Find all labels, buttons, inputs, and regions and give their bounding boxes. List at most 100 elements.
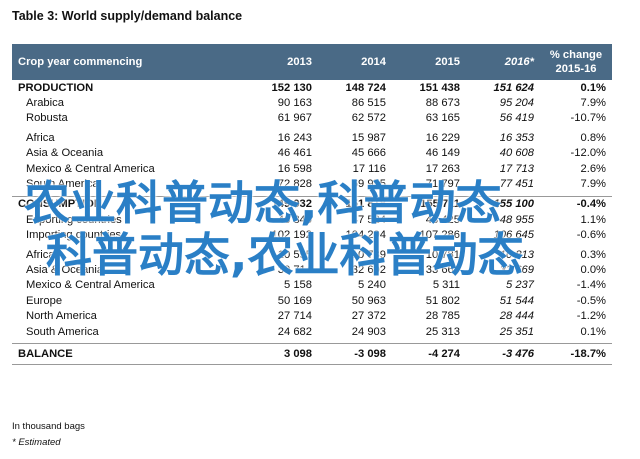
row-change: -18.7% — [540, 343, 612, 366]
row-value: 62 572 — [351, 112, 386, 125]
row-label: Exporting countries — [26, 213, 122, 226]
row-change: 0.8% — [580, 131, 607, 144]
table-title: Table 3: World supply/demand balance — [12, 9, 243, 23]
row-change: -0.6% — [576, 229, 606, 242]
header-year-2013: 2013 — [244, 44, 318, 80]
row-value: 148 724 — [345, 81, 386, 94]
footnote-estimated: * Estimated — [12, 437, 61, 448]
row-value: 46 149 — [425, 147, 460, 160]
row-value: 5 240 — [358, 279, 386, 292]
header-change-line1: % change — [549, 49, 603, 61]
row-value: 149 032 — [244, 195, 318, 213]
header-year-2014: 2014 — [318, 44, 392, 80]
row-value: 32 602 — [351, 263, 386, 276]
row-change: 0.1% — [580, 81, 607, 94]
row-value: 106 645 — [493, 229, 534, 242]
row-change: 0.1% — [580, 325, 607, 338]
row-value: 5 237 — [506, 279, 534, 292]
row-value: 10 813 — [499, 248, 534, 261]
row-value: 40 608 — [499, 147, 534, 160]
row-value: 61 967 — [277, 112, 312, 125]
table-row: South America 72 828 69 955 71 797 77 451 7.9… — [12, 176, 612, 191]
row-value: 25 313 — [425, 325, 460, 338]
footnote-unit: In thousand bags — [12, 421, 85, 432]
row-value: 104 294 — [345, 229, 386, 242]
row-label: Mexico & Central America — [26, 279, 155, 292]
row-value: 86 515 — [351, 97, 386, 110]
table-row: Exporting countries 46 840 47 524 48 425 48 … — [12, 212, 612, 227]
row-label: Importing countries — [26, 229, 122, 242]
row-value: 50 169 — [277, 294, 312, 307]
table-row: Asia & Oceania 46 461 45 666 46 149 40 608 -1… — [12, 146, 612, 161]
table-row: Mexico & Central America 5 158 5 240 5 311 5… — [12, 278, 612, 293]
table-row: South America 24 682 24 903 25 313 25 351 0.1… — [12, 324, 612, 339]
table-row: Africa 10 595 10 739 10 781 10 813 0.3% — [12, 247, 612, 262]
row-value: 151 624 — [493, 81, 534, 94]
row-value: 48 425 — [425, 213, 460, 226]
header-row: Crop year commencing 2013 2014 2015 2016… — [12, 44, 612, 80]
row-value: 56 419 — [499, 112, 534, 125]
row-value: 5 158 — [284, 279, 312, 292]
row-value: 51 802 — [425, 294, 460, 307]
row-change: 1.1% — [580, 213, 607, 226]
header-label: Crop year commencing — [12, 44, 244, 80]
row-change: -0.5% — [576, 294, 606, 307]
row-change: -10.7% — [570, 112, 606, 125]
row-value: 63 165 — [425, 112, 460, 125]
table-row: North America 27 714 27 372 28 785 28 444 -1.… — [12, 308, 612, 323]
row-change: -1.4% — [576, 279, 606, 292]
table-row: Asia & Oceania 30 714 32 602 33 669 33 669 0.… — [12, 262, 612, 277]
row-change: -12.0% — [570, 147, 606, 160]
row-label: PRODUCTION — [18, 81, 94, 94]
row-value: 107 286 — [419, 229, 460, 242]
row-value: 28 444 — [499, 310, 534, 323]
row-value: 10 781 — [425, 248, 460, 261]
row-label: Africa — [26, 131, 55, 144]
row-value: 16 598 — [277, 162, 312, 175]
row-label: Arabica — [26, 97, 64, 110]
row-value: 17 713 — [499, 162, 534, 175]
row-value: 3 098 — [244, 343, 318, 366]
row-value: 16 229 — [425, 131, 460, 144]
row-value: 16 243 — [277, 131, 312, 144]
row-label: Mexico & Central America — [26, 162, 155, 175]
row-value: 27 714 — [277, 310, 312, 323]
row-value: 51 544 — [499, 294, 534, 307]
row-value: 71 797 — [425, 178, 460, 191]
row-value: 30 714 — [277, 263, 312, 276]
table-row: Robusta 61 967 62 572 63 165 56 419 -10.7% — [12, 111, 612, 126]
production-total-row: PRODUCTION 152 130 148 724 151 438 151 624 0.… — [12, 80, 612, 95]
row-value: 46 840 — [277, 213, 312, 226]
row-value: 95 204 — [499, 97, 534, 110]
row-value: 16 353 — [499, 131, 534, 144]
balance-row: BALANCE 3 098 -3 098 -4 274 -3 476 -18.7% — [12, 343, 612, 366]
row-value: 48 955 — [499, 213, 534, 226]
row-value: 17 263 — [425, 162, 460, 175]
row-value: 90 163 — [277, 97, 312, 110]
row-value: 77 451 — [499, 178, 534, 191]
row-label: CONSUMPTION — [12, 195, 244, 213]
row-change: -0.4% — [540, 195, 612, 213]
row-value: 45 666 — [351, 147, 386, 160]
row-value: 152 130 — [271, 81, 312, 94]
supply-demand-table: Crop year commencing 2013 2014 2015 2016… — [12, 44, 612, 366]
row-value: 24 903 — [351, 325, 386, 338]
table-row: Importing countries 102 192 104 294 107 286… — [12, 228, 612, 243]
row-change: -1.2% — [576, 310, 606, 323]
row-value: 28 785 — [425, 310, 460, 323]
row-value: 50 963 — [351, 294, 386, 307]
row-value: 102 192 — [271, 229, 312, 242]
row-label: Asia & Oceania — [26, 147, 104, 160]
row-value: 17 116 — [352, 162, 386, 175]
row-label: Robusta — [26, 112, 68, 125]
row-value: -3 476 — [466, 343, 540, 366]
row-change: 7.9% — [580, 178, 607, 191]
row-value: 46 461 — [277, 147, 312, 160]
row-change: 2.6% — [580, 162, 607, 175]
header-change: % change 2015-16 — [540, 44, 612, 80]
consumption-total-row: CONSUMPTION 149 032 151 818 155 711 155 100-… — [12, 195, 612, 213]
row-label: South America — [26, 325, 99, 338]
row-value: 151 818 — [318, 195, 392, 213]
row-change: 0.0% — [580, 263, 607, 276]
table-row: Mexico & Central America 16 598 17 116 17 2… — [12, 161, 612, 176]
